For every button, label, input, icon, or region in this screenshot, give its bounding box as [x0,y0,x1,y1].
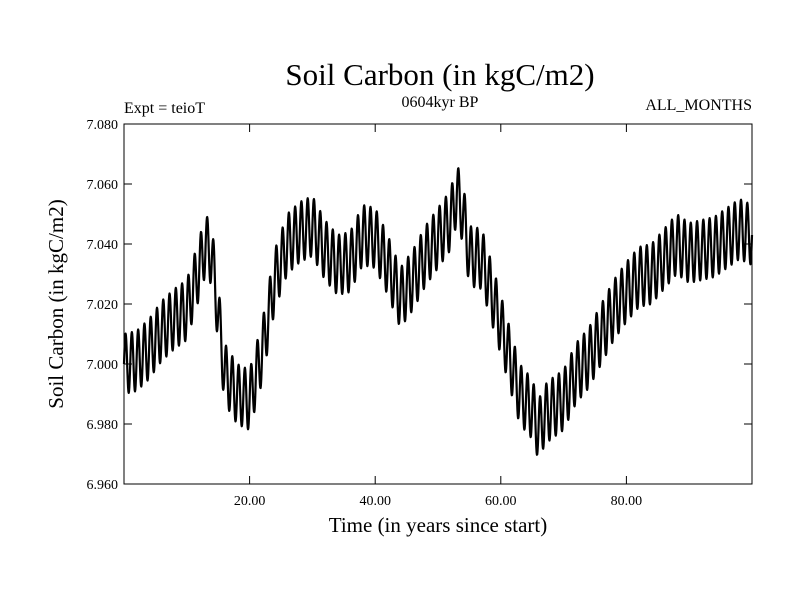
chart-subtitle: 0604kyr BP [402,94,479,111]
plot-area: 6.960 6.980 7.000 7.020 7.040 7.060 7.080 20.00… [87,118,754,509]
y-tick-label: 7.040 [87,238,119,253]
x-tick-label: 60.00 [485,494,517,509]
series-line [122,167,754,456]
x-axis-label: Time (in years since start) [329,513,548,537]
y-tick-label: 7.000 [87,358,119,373]
y-axis-label: Soil Carbon (in kgC/m2) [44,199,68,408]
months-label: ALL_MONTHS [645,97,752,114]
y-tick-label: 7.080 [87,118,119,133]
y-tick-label: 7.020 [87,298,119,313]
plot-frame [123,123,753,485]
x-tick-label: 80.00 [611,494,643,509]
y-tick-label: 7.060 [87,178,119,193]
experiment-label: Expt = teioT [124,100,205,117]
x-tick-label: 20.00 [234,494,266,509]
chart-title: Soil Carbon (in kgC/m2) [285,57,594,92]
x-tick-label: 40.00 [359,494,391,509]
y-tick-label: 6.960 [87,478,119,493]
y-tick-label: 6.980 [87,418,119,433]
